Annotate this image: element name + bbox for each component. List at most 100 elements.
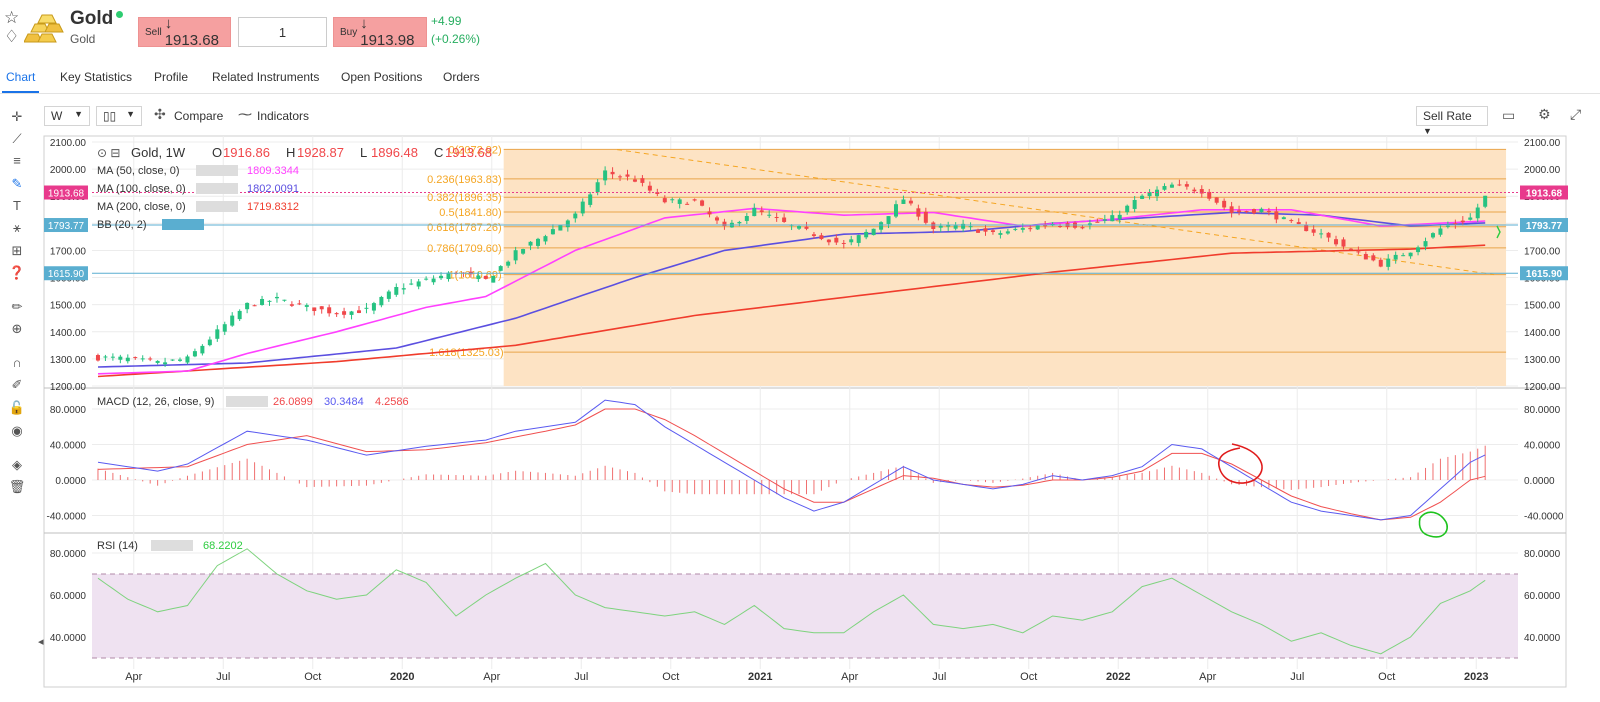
ruler-icon[interactable]: ✏: [11, 299, 23, 314]
zoom-icon[interactable]: ⊕: [11, 321, 23, 336]
sell-price: ↓ 1913.68: [164, 15, 219, 49]
candle-body: [1416, 247, 1421, 253]
fullscreen-box-icon[interactable]: ▭: [1502, 107, 1516, 123]
candle-body: [1005, 231, 1010, 234]
gear-icon[interactable]: ⚙: [1538, 106, 1551, 122]
candle-body: [1259, 208, 1264, 213]
candle-body: [334, 313, 339, 315]
candle-body: [797, 226, 802, 229]
legend-ohlc-label: C: [434, 145, 443, 160]
macd-tick-left: -40.0000: [47, 512, 87, 523]
buy-button[interactable]: Buy ↓ 1913.98: [333, 15, 427, 49]
trash-icon[interactable]: 🗑: [8, 479, 26, 494]
candle-body: [535, 238, 540, 246]
magnet-icon[interactable]: ∩: [12, 355, 22, 370]
fib-trend-line: [616, 149, 1495, 276]
lock-draw-icon[interactable]: ✐: [11, 377, 23, 392]
candle-body: [364, 307, 369, 309]
candle-body: [476, 275, 481, 280]
tab-open-positions[interactable]: Open Positions: [341, 70, 423, 84]
help-icon[interactable]: ❓: [8, 265, 26, 280]
candle-body: [200, 345, 205, 354]
candle-body: [1035, 225, 1040, 230]
tab-orders[interactable]: Orders: [443, 70, 480, 84]
indicators-icon[interactable]: ⁓: [238, 106, 252, 122]
price-badge-text: 1913.68: [1526, 189, 1563, 200]
interval-select[interactable]: W ▼: [44, 106, 90, 126]
fib-level-label: 0.618(1787.26): [427, 222, 502, 234]
measure-icon[interactable]: ⊞: [11, 243, 23, 258]
legend-controls-icon: ⊙ ⊟: [97, 146, 120, 160]
candle-body: [237, 310, 242, 320]
candle-body: [230, 315, 235, 326]
tab-profile[interactable]: Profile: [154, 70, 189, 84]
price-tick-left: 1400.00: [50, 328, 87, 339]
eye-icon[interactable]: ◉: [11, 423, 23, 438]
candle-body: [1408, 252, 1413, 257]
fib-level-label: 0.5(1841.80): [439, 207, 501, 219]
price-badge-left: [44, 218, 88, 233]
fib-icon[interactable]: ≡: [13, 153, 21, 168]
candle-body: [1147, 192, 1152, 197]
fib-background: [503, 149, 1507, 386]
candle-body: [901, 199, 906, 204]
price-tick-left: 1300.00: [50, 355, 87, 366]
compare-icon[interactable]: ✣: [154, 106, 166, 122]
alert-icon[interactable]: ♢: [4, 27, 20, 46]
pattern-icon[interactable]: ⚹: [13, 220, 21, 235]
candle-body: [1341, 239, 1346, 247]
candle-body: [1169, 184, 1174, 188]
layers-icon[interactable]: ◈: [12, 457, 22, 472]
candle-body: [125, 357, 130, 362]
buy-label: Buy: [340, 26, 358, 38]
chart-type-select[interactable]: ▯▯ ▼: [96, 106, 142, 126]
candle-body: [1386, 258, 1391, 267]
tab-chart[interactable]: Chart: [1, 70, 40, 93]
trendline-icon[interactable]: ⟋: [12, 131, 22, 146]
tab-key-statistics[interactable]: Key Statistics: [60, 70, 133, 84]
legend-indicator-controls: [162, 219, 204, 230]
candle-body: [192, 351, 197, 357]
instrument-subtitle: Gold: [70, 32, 96, 46]
quantity-input[interactable]: [238, 17, 327, 47]
crosshair-icon[interactable]: ✛: [11, 109, 23, 124]
macd-label: MACD (12, 26, close, 9): [97, 396, 214, 408]
compare-button[interactable]: Compare: [174, 109, 224, 123]
star-icon[interactable]: ☆: [4, 8, 20, 27]
candle-body: [1043, 225, 1048, 227]
text-icon[interactable]: T: [13, 198, 21, 213]
candle-body: [603, 170, 608, 181]
rsi-value: 68.2202: [203, 540, 243, 552]
price-tick-right: 2100.00: [1524, 138, 1561, 149]
sell-button[interactable]: Sell ↓ 1913.68: [138, 15, 231, 49]
macd-value-2: 30.3484: [324, 396, 364, 408]
candle-body: [1244, 211, 1249, 213]
candle-body: [103, 356, 108, 358]
price-tick-left: 1500.00: [50, 301, 87, 312]
macd-tick-left: 0.0000: [55, 476, 86, 487]
rate-select[interactable]: Sell Rate ▼: [1416, 106, 1488, 136]
lock-icon[interactable]: 🔓: [8, 400, 26, 415]
candle-body: [938, 225, 943, 228]
candle-body: [1363, 253, 1368, 260]
candle-body: [953, 225, 958, 229]
tab-related-instruments[interactable]: Related Instruments: [212, 70, 320, 84]
candle-body: [401, 288, 406, 290]
candle-body: [1378, 259, 1383, 267]
instrument-title: Gold: [70, 8, 124, 30]
candle-body: [1020, 228, 1025, 230]
expand-icon[interactable]: ⤢: [1570, 106, 1582, 122]
legend-indicator-value: 1719.8312: [247, 201, 299, 213]
candle-body: [342, 311, 347, 315]
macd-tick-left: 80.0000: [50, 405, 87, 416]
brush-icon[interactable]: ✎: [11, 176, 23, 191]
candle-body: [185, 356, 190, 363]
indicators-button[interactable]: Indicators: [257, 109, 310, 123]
fibonacci-retracement[interactable]: 0(2072.92) 0.236(1963.83) 0.382(1896.35) 0.…: [427, 144, 1507, 386]
candle-body: [923, 211, 928, 223]
candle-body: [983, 228, 988, 232]
x-tick-label: 2020: [390, 671, 414, 683]
candle-body: [1423, 241, 1428, 247]
candle-body: [498, 266, 503, 271]
